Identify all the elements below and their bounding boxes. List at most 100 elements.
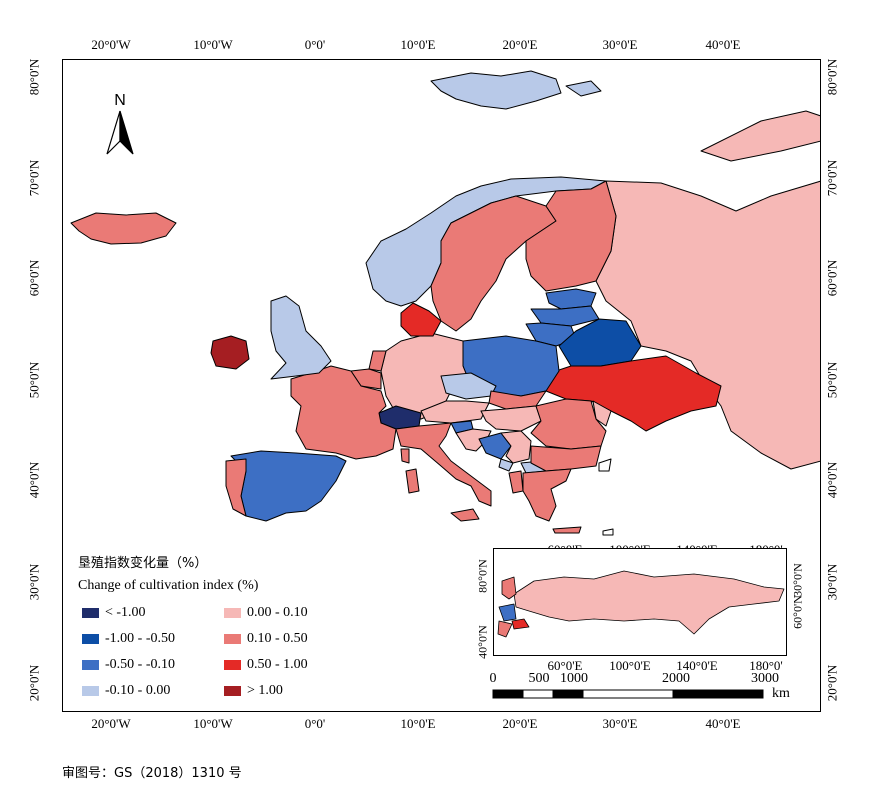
region-montenegro — [498, 458, 514, 472]
legend-item-8: > 1.00 — [224, 683, 283, 698]
inset-scandinavia — [501, 576, 517, 600]
top-tick-20w: 20°0'W — [91, 37, 131, 52]
bottom-tick-40e: 40°0'E — [705, 716, 741, 731]
inset-left-tick-80n: 80°0'N — [475, 559, 490, 593]
legend-title-cn: 垦殖指数变化量（%） — [78, 556, 208, 571]
legend-label-6: 0.10 - 0.50 — [247, 631, 308, 646]
inset-bottom-tick-60e: 60°0'E — [547, 658, 583, 673]
region-serbia — [500, 430, 532, 464]
inset-south-europe — [497, 620, 513, 638]
inset-left-tick-40n: 40°0'N — [475, 625, 490, 659]
legend-swatch-3 — [82, 660, 99, 670]
right-tick-40n: 40°0'N — [824, 461, 840, 499]
legend-item-2: -1.00 - -0.50 — [82, 631, 175, 646]
left-tick-60n: 60°0'N — [26, 259, 42, 297]
region-turkey-europe — [598, 458, 612, 472]
region-greece — [522, 468, 572, 522]
europe-map: N — [70, 70, 820, 536]
legend-swatch-6 — [224, 634, 241, 644]
region-moldova — [592, 400, 612, 427]
region-cyprus — [602, 528, 614, 536]
inset-west-europe — [498, 603, 517, 622]
region-ireland — [210, 335, 250, 370]
region-italy — [395, 422, 492, 507]
inset-bottom-tick-180: 180°0' — [749, 658, 783, 673]
right-tick-60n: 60°0'N — [824, 259, 840, 297]
region-russia — [595, 180, 820, 470]
region-uk — [270, 295, 332, 380]
right-tick-50n: 50°0'N — [824, 361, 840, 399]
legend-swatch-5 — [224, 608, 241, 618]
approval-number: 审图号：GS（2018）1310 号 — [62, 766, 242, 781]
legend-swatch-1 — [82, 608, 99, 618]
left-tick-70n: 70°0'N — [26, 159, 42, 197]
region-bulgaria — [530, 445, 602, 472]
legend-label-5: 0.00 - 0.10 — [247, 605, 308, 620]
region-crete — [552, 526, 582, 534]
region-denmark — [400, 302, 442, 337]
legend-title-en: Change of cultivation index (%) — [78, 578, 259, 593]
legend-item-7: 0.50 - 1.00 — [224, 657, 308, 672]
legend-label-2: -1.00 - -0.50 — [105, 631, 175, 646]
left-tick-30n: 30°0'N — [26, 563, 42, 601]
inset-bottom-tick-140e: 140°0'E — [676, 658, 718, 673]
scalebar-unit: km — [772, 686, 790, 701]
top-tick-10e: 10°0'E — [400, 37, 436, 52]
region-corsica — [400, 448, 410, 464]
region-sardinia — [405, 468, 420, 494]
scalebar-label-1000: 1000 — [560, 671, 588, 686]
north-label: N — [114, 92, 126, 109]
scalebar-label-3000: 3000 — [751, 671, 779, 686]
inset-map — [493, 548, 787, 656]
region-sweden — [430, 195, 557, 332]
inset-bottom-tick-100e: 100°0'E — [609, 658, 651, 673]
legend-label-4: -0.10 - 0.00 — [105, 683, 171, 698]
legend-swatch-7 — [224, 660, 241, 670]
legend-item-5: 0.00 - 0.10 — [224, 605, 308, 620]
region-svalbard-east — [565, 80, 602, 97]
legend-item-6: 0.10 - 0.50 — [224, 631, 308, 646]
bottom-tick-20e: 20°0'E — [502, 716, 538, 731]
legend-swatch-2 — [82, 634, 99, 644]
right-tick-80n: 80°0'N — [824, 58, 840, 96]
inset-right-tick-30n: 30°0'N — [790, 563, 805, 597]
bottom-tick-20w: 20°0'W — [91, 716, 131, 731]
region-bosnia — [478, 432, 512, 460]
legend-item-3: -0.50 - -0.10 — [82, 657, 175, 672]
region-sicily — [450, 508, 480, 522]
bottom-tick-10e: 10°0'E — [400, 716, 436, 731]
region-hungary — [480, 405, 542, 432]
scalebar-label-500: 500 — [528, 671, 550, 686]
region-iceland — [70, 212, 177, 245]
bottom-tick-30e: 30°0'E — [602, 716, 638, 731]
top-tick-40e: 40°0'E — [705, 37, 741, 52]
right-tick-70n: 70°0'N — [824, 159, 840, 197]
right-tick-20n: 20°0'N — [824, 664, 840, 702]
inset-right-tick-60n: 60°0'N — [790, 595, 805, 629]
left-tick-50n: 50°0'N — [26, 361, 42, 399]
inset-map-svg — [497, 570, 785, 638]
region-netherlands — [368, 350, 387, 372]
legend-item-1: < -1.00 — [82, 605, 146, 620]
region-finland — [525, 180, 617, 292]
top-tick-30e: 30°0'E — [602, 37, 638, 52]
legend-item-4: -0.10 - 0.00 — [82, 683, 171, 698]
region-svalbard — [430, 70, 562, 110]
region-albania — [508, 470, 524, 494]
north-arrow-icon — [106, 110, 134, 155]
legend-label-8: > 1.00 — [247, 683, 283, 698]
region-portugal — [225, 458, 247, 517]
legend-label-1: < -1.00 — [105, 605, 146, 620]
top-tick-0: 0°0' — [304, 37, 326, 52]
region-spain — [230, 450, 347, 522]
right-tick-30n: 30°0'N — [824, 563, 840, 601]
bottom-tick-0: 0°0' — [304, 716, 326, 731]
scalebar — [492, 689, 764, 699]
top-tick-20e: 20°0'E — [502, 37, 538, 52]
legend-swatch-8 — [224, 686, 241, 696]
inset-russia — [513, 570, 785, 635]
region-novaya-zemlya — [700, 110, 820, 162]
scalebar-label-2000: 2000 — [662, 671, 690, 686]
scalebar-label-0: 0 — [489, 671, 497, 686]
legend-label-7: 0.50 - 1.00 — [247, 657, 308, 672]
